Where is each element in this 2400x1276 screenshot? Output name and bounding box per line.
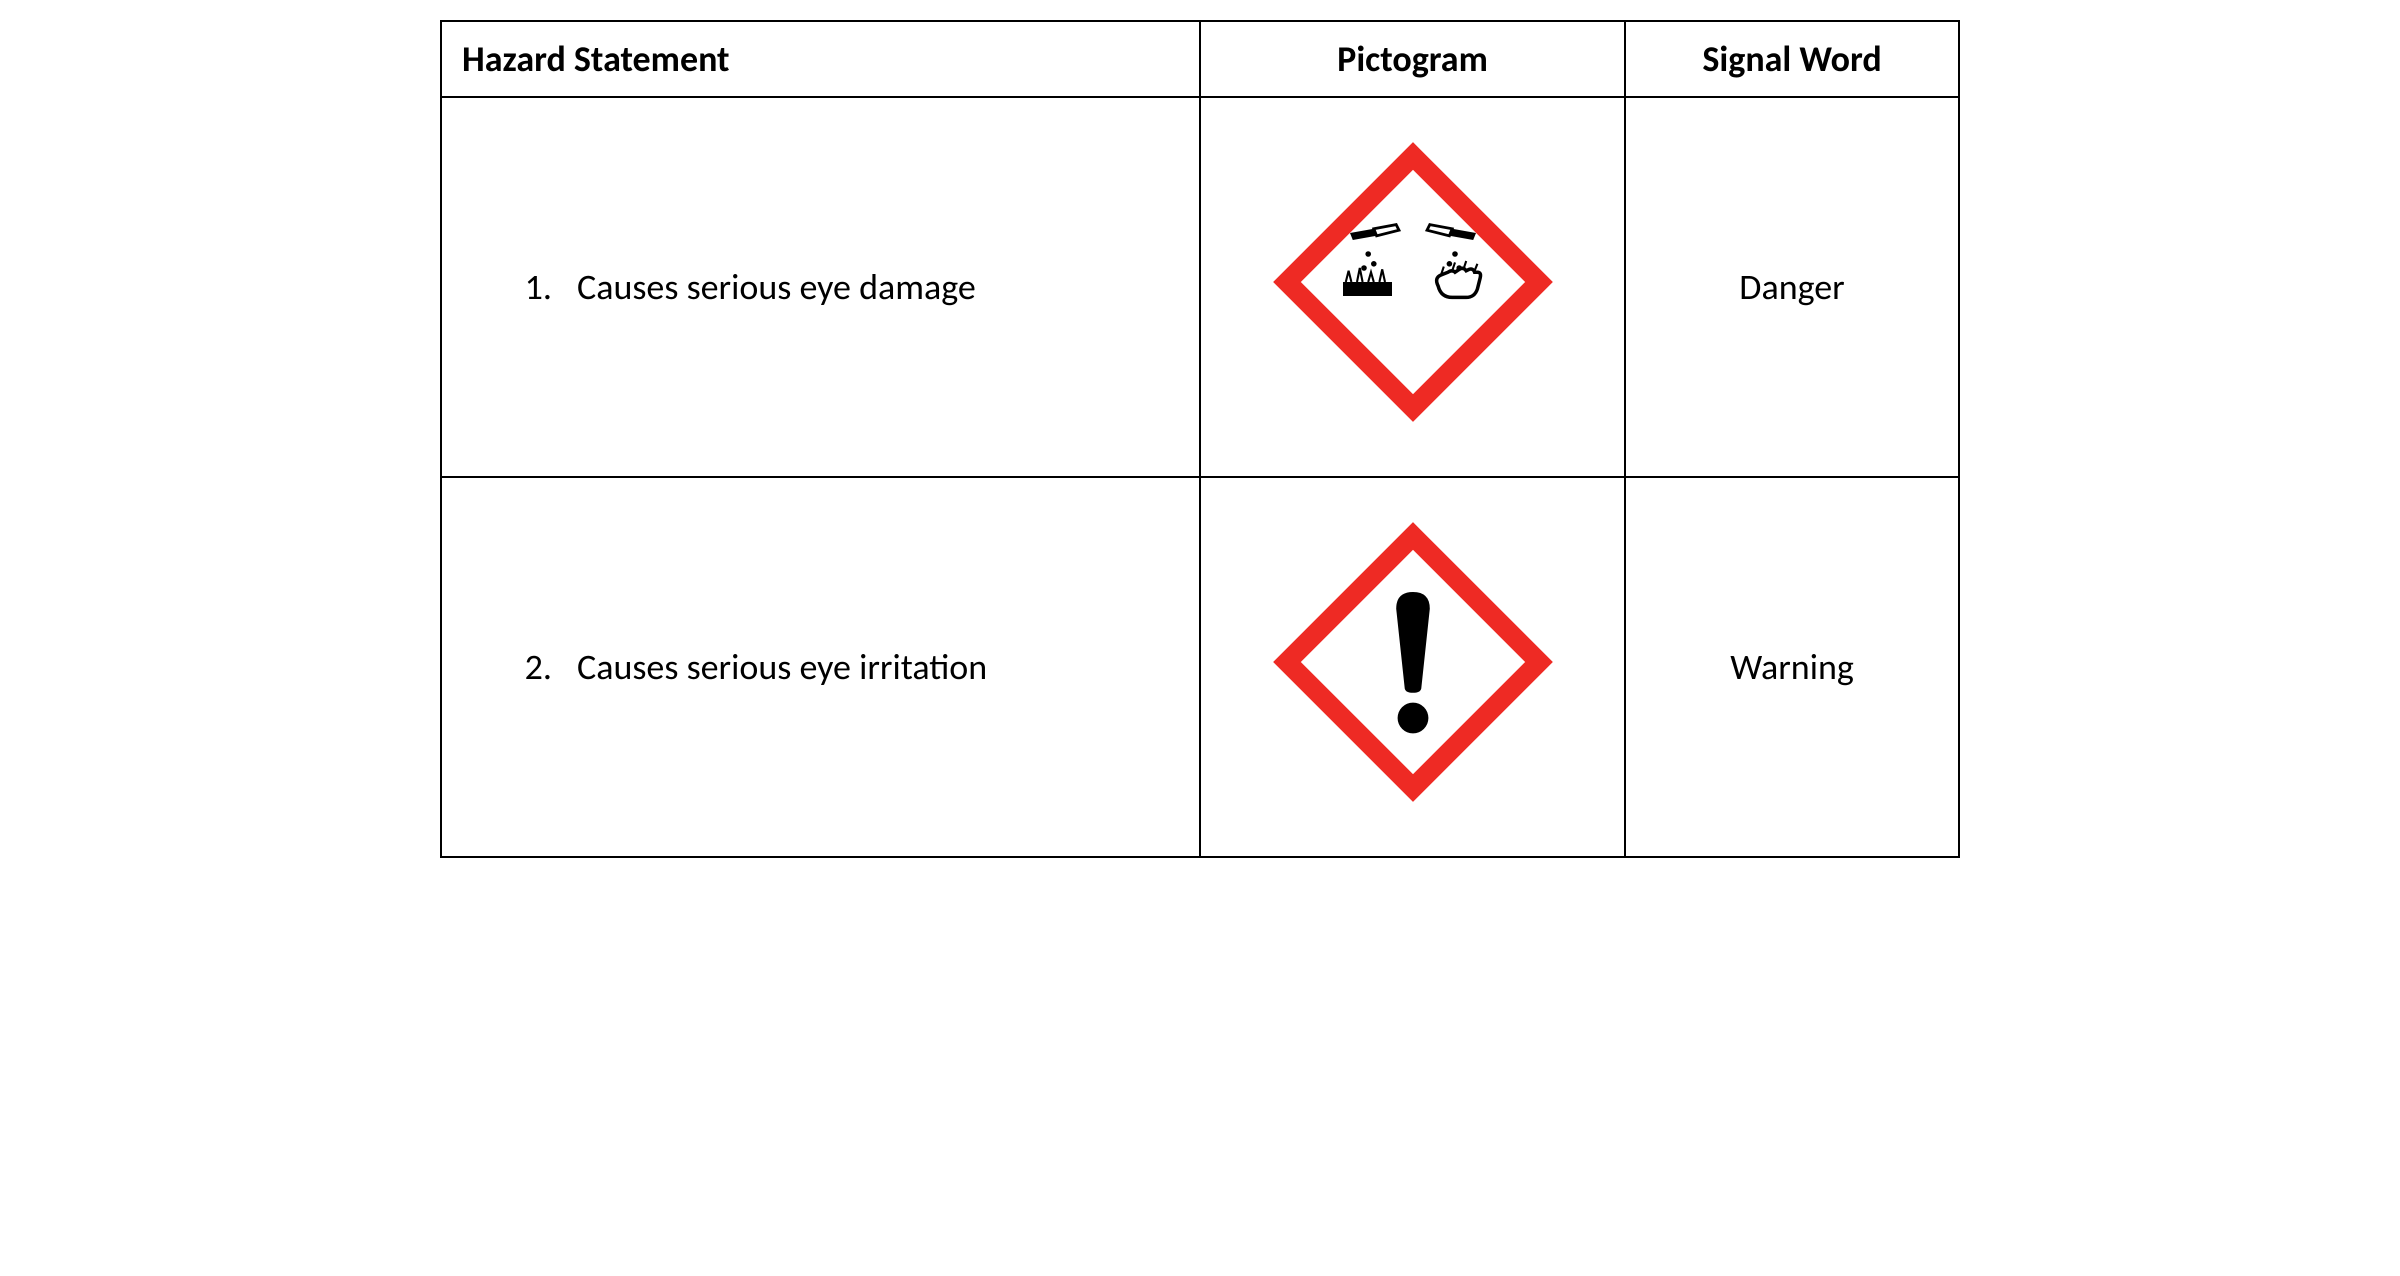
table-row: 1. Causes serious eye damage [441,97,1959,477]
header-pictogram: Pictogram [1200,21,1625,97]
corrosion-pictogram-icon [1273,142,1553,422]
row-number: 1. [512,265,552,309]
hazard-table: Hazard Statement Pictogram Signal Word 1… [440,20,1960,858]
header-hazard-statement: Hazard Statement [441,21,1200,97]
cell-pictogram [1200,477,1625,857]
hazard-statement-text: Causes serious eye irritation [577,645,987,689]
cell-hazard-statement: 1. Causes serious eye damage [441,97,1200,477]
cell-pictogram [1200,97,1625,477]
table-row: 2. Causes serious eye irritation Warning [441,477,1959,857]
header-signal-word: Signal Word [1625,21,1959,97]
table-header-row: Hazard Statement Pictogram Signal Word [441,21,1959,97]
cell-signal-word: Danger [1625,97,1959,477]
row-number: 2. [512,645,552,689]
exclamation-pictogram-icon [1273,522,1553,802]
hazard-statement-text: Causes serious eye damage [577,265,976,309]
cell-hazard-statement: 2. Causes serious eye irritation [441,477,1200,857]
cell-signal-word: Warning [1625,477,1959,857]
